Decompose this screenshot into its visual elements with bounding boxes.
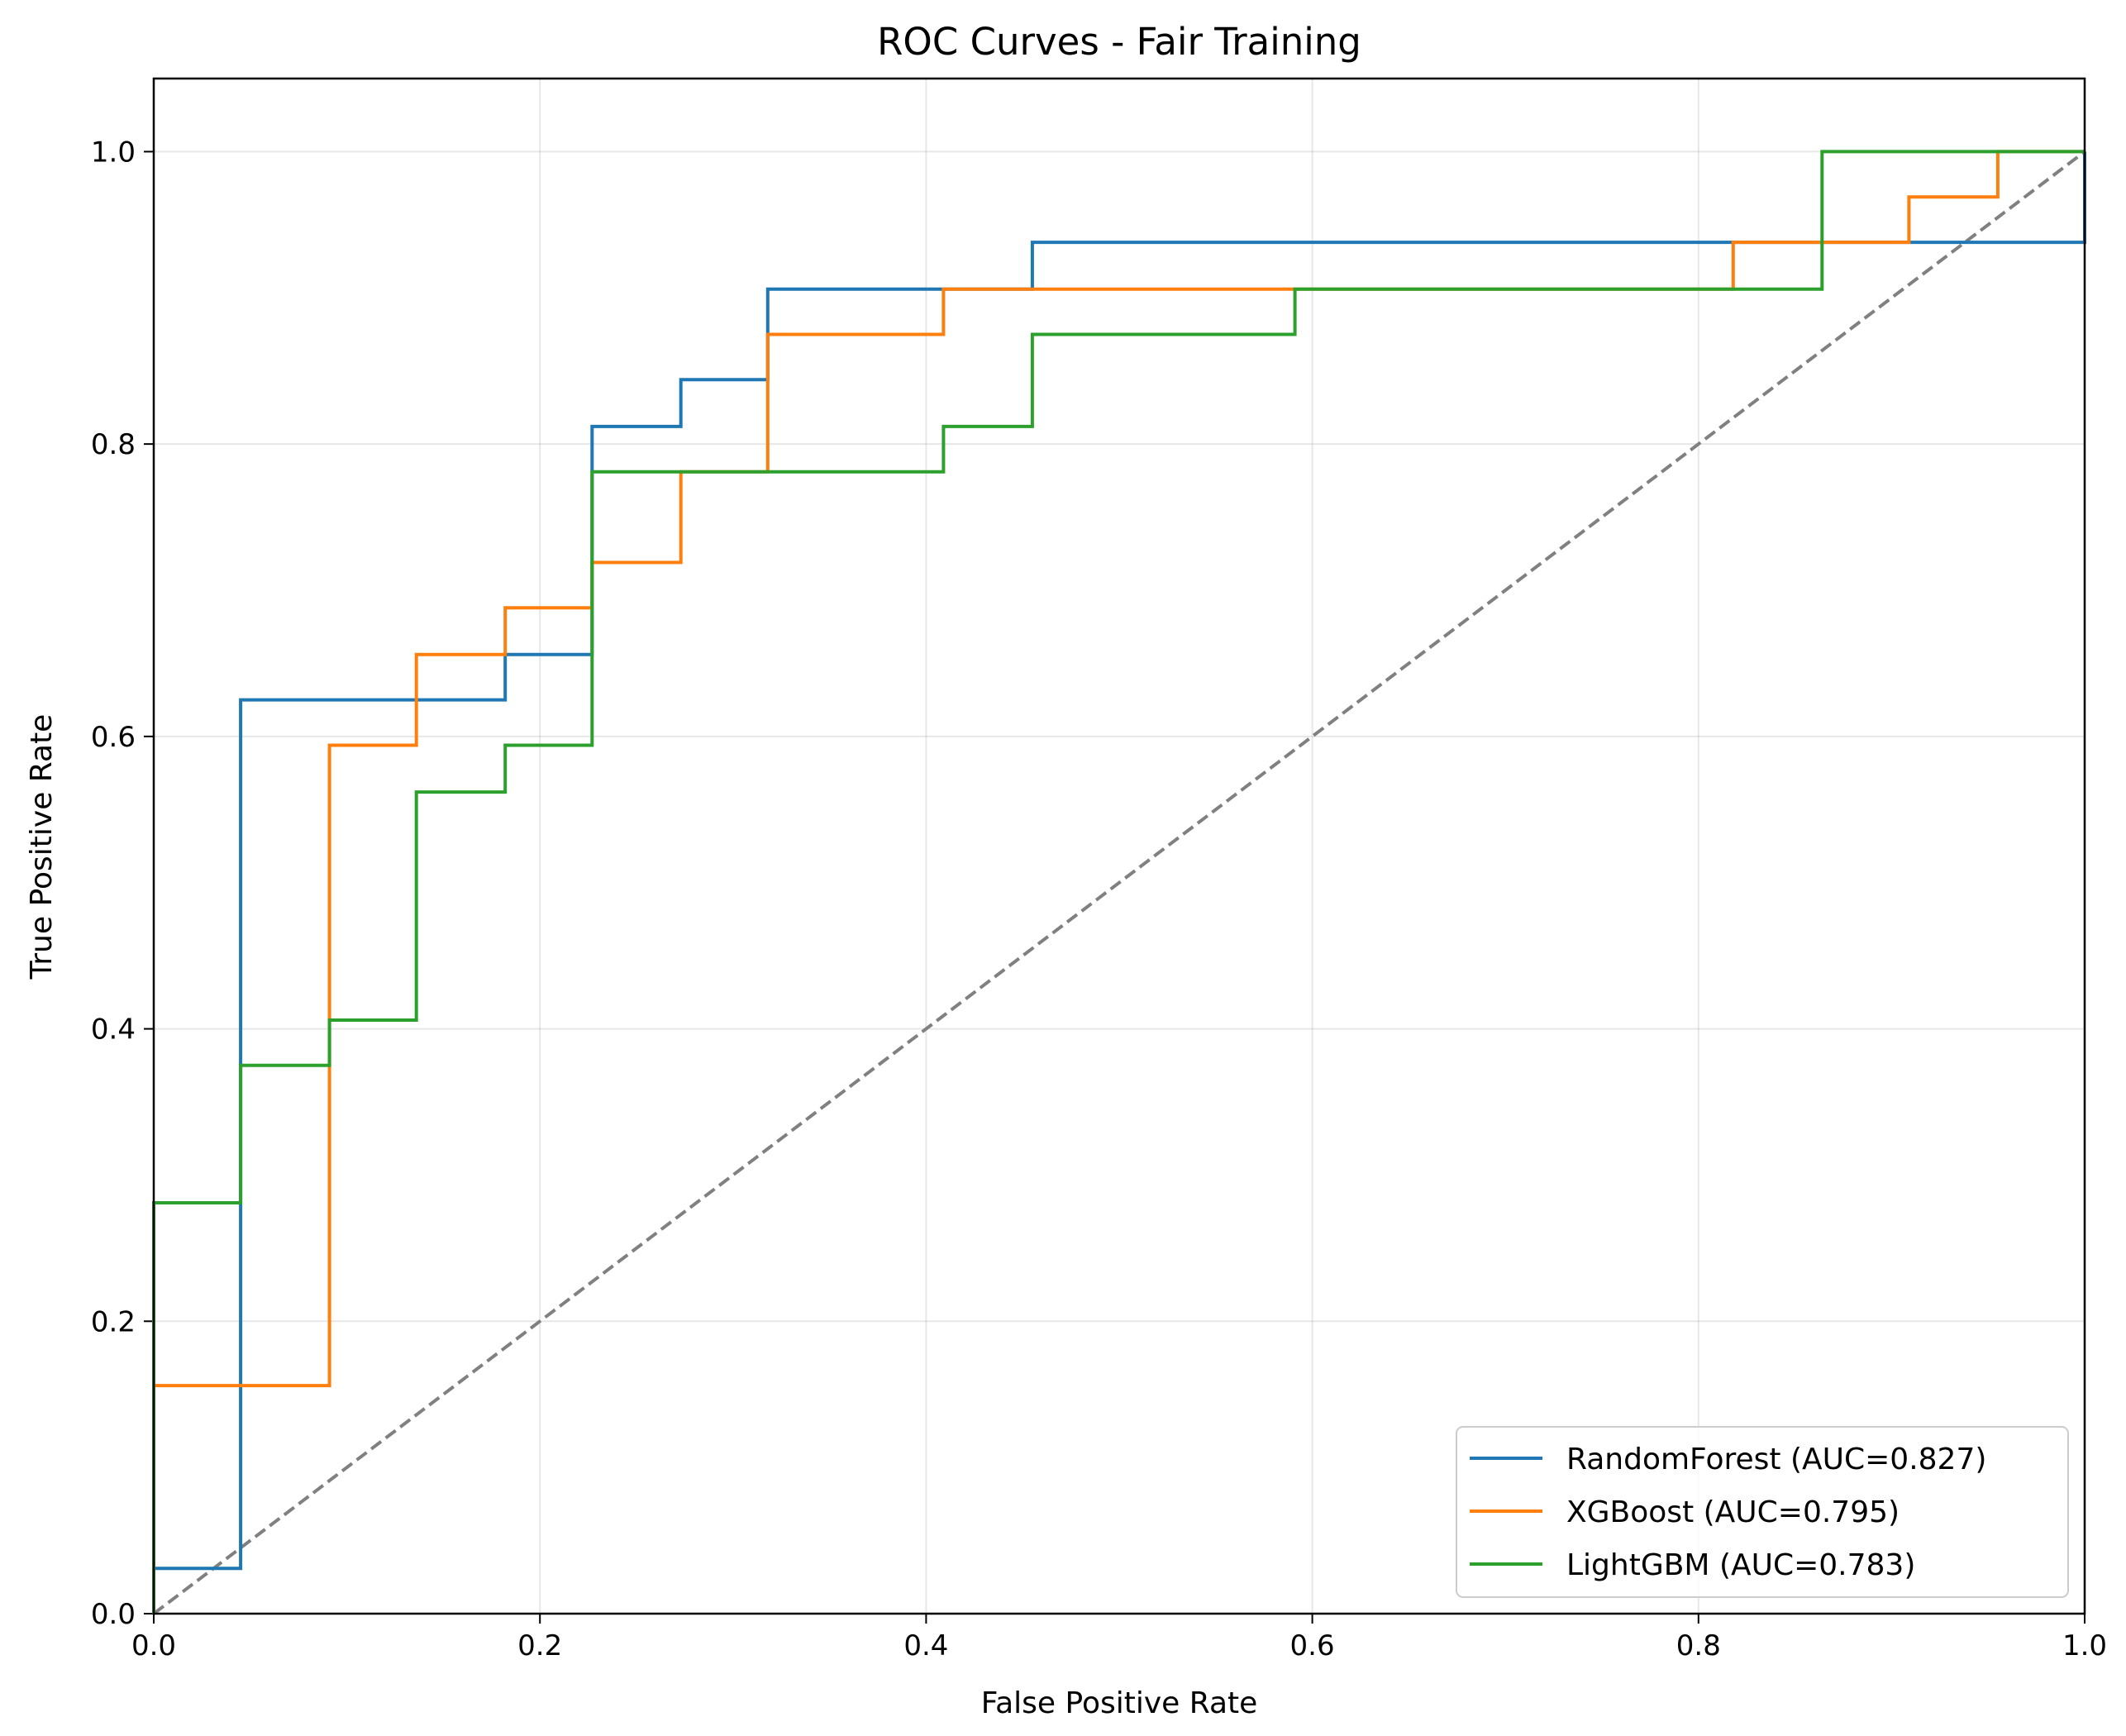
x-tick-label: 0.2 <box>517 1629 562 1662</box>
legend-entry-label: RandomForest (AUC=0.827) <box>1566 1443 1986 1476</box>
y-axis-label: True Positive Rate <box>25 714 59 980</box>
x-tick-label: 0.0 <box>131 1629 176 1662</box>
legend-entry-label: XGBoost (AUC=0.795) <box>1566 1495 1900 1529</box>
legend-entry-label: LightGBM (AUC=0.783) <box>1566 1548 1915 1582</box>
x-tick-label: 0.6 <box>1290 1629 1335 1662</box>
y-tick-label: 0.6 <box>91 721 136 754</box>
x-axis-label: False Positive Rate <box>981 1686 1258 1720</box>
x-tick-label: 0.8 <box>1676 1629 1721 1662</box>
y-tick-label: 1.0 <box>91 136 136 169</box>
series-curves <box>152 150 2086 1615</box>
random-guess-reference-line <box>152 150 2086 1615</box>
chart-title: ROC Curves - Fair Training <box>877 20 1361 64</box>
x-tick-label: 1.0 <box>2062 1629 2107 1662</box>
x-tick-label: 0.4 <box>903 1629 948 1662</box>
y-tick-label: 0.2 <box>91 1305 136 1338</box>
y-tick-label: 0.8 <box>91 428 136 461</box>
axis-ticks: 0.0 0.2 0.4 0.6 0.8 1.0 0.0 0.2 0.4 0.6 0.8 1.0 <box>91 136 2107 1662</box>
plot-frame <box>152 77 2086 1615</box>
y-tick-label: 0.4 <box>91 1013 136 1047</box>
legend: RandomForest (AUC=0.827) XGBoost (AUC=0.7… <box>1456 1426 2069 1598</box>
legend-frame <box>1456 1426 2069 1598</box>
plot-area <box>154 79 2085 1614</box>
series-line-lightgbm <box>152 150 2085 1614</box>
y-tick-label: 0.0 <box>91 1598 136 1631</box>
